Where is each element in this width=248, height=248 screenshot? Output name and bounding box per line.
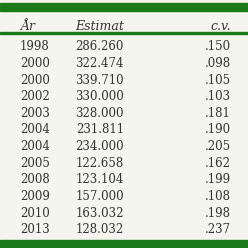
- Bar: [0, 32, 248, 34]
- Text: 234.000: 234.000: [75, 140, 124, 153]
- Text: År: År: [20, 20, 35, 32]
- Text: 123.104: 123.104: [76, 173, 124, 186]
- Text: 2000: 2000: [20, 57, 50, 70]
- Text: 322.474: 322.474: [75, 57, 124, 70]
- Text: 2004: 2004: [20, 124, 50, 136]
- Text: .198: .198: [205, 207, 231, 220]
- Bar: [0, 3, 248, 11]
- Text: c.v.: c.v.: [210, 20, 231, 32]
- Text: 122.658: 122.658: [76, 157, 124, 170]
- Text: 163.032: 163.032: [75, 207, 124, 220]
- Text: .190: .190: [205, 124, 231, 136]
- Text: 2013: 2013: [20, 223, 50, 236]
- Text: 128.032: 128.032: [76, 223, 124, 236]
- Text: 286.260: 286.260: [76, 40, 124, 53]
- Text: .108: .108: [205, 190, 231, 203]
- Text: .150: .150: [205, 40, 231, 53]
- Text: .103: .103: [205, 90, 231, 103]
- Text: 157.000: 157.000: [75, 190, 124, 203]
- Text: 330.000: 330.000: [75, 90, 124, 103]
- Text: 2008: 2008: [20, 173, 50, 186]
- Text: .098: .098: [205, 57, 231, 70]
- Text: 2004: 2004: [20, 140, 50, 153]
- Text: .105: .105: [205, 73, 231, 87]
- Text: .199: .199: [205, 173, 231, 186]
- Text: 2002: 2002: [20, 90, 50, 103]
- Text: 2010: 2010: [20, 207, 50, 220]
- Text: 2000: 2000: [20, 73, 50, 87]
- Text: .237: .237: [205, 223, 231, 236]
- Text: .162: .162: [205, 157, 231, 170]
- Text: 231.811: 231.811: [76, 124, 124, 136]
- Text: 2003: 2003: [20, 107, 50, 120]
- Text: 339.710: 339.710: [75, 73, 124, 87]
- Text: 1998: 1998: [20, 40, 50, 53]
- Text: 2005: 2005: [20, 157, 50, 170]
- Text: 2009: 2009: [20, 190, 50, 203]
- Text: .181: .181: [205, 107, 231, 120]
- Bar: [0, 240, 248, 248]
- Text: .205: .205: [205, 140, 231, 153]
- Text: 328.000: 328.000: [75, 107, 124, 120]
- Text: Estimat: Estimat: [75, 20, 124, 32]
